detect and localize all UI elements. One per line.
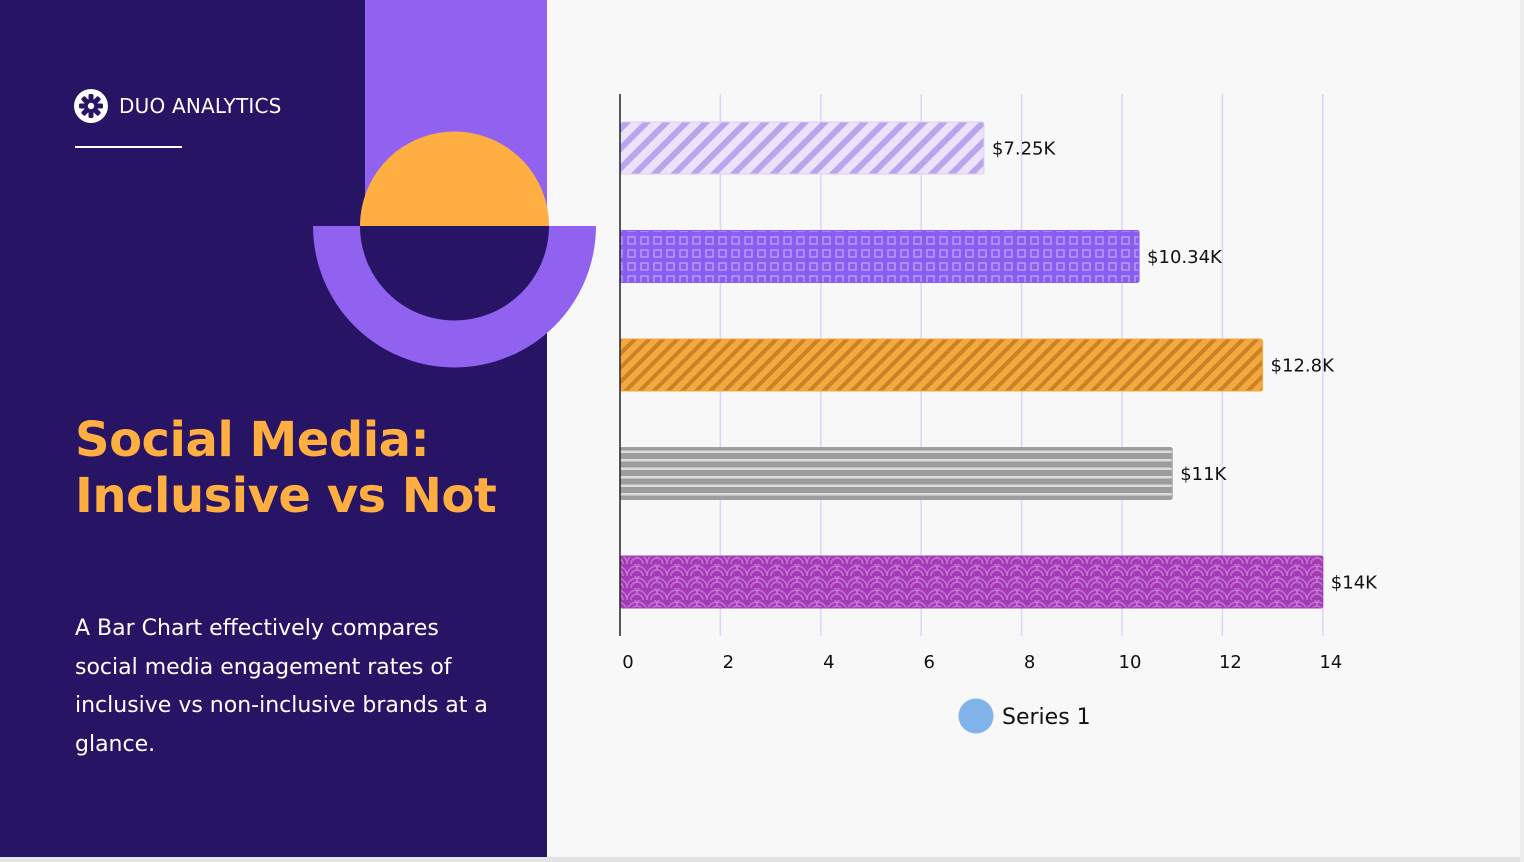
- bar-chart: $7.25K$10.34K$12.8K$11K$14K 0 2 4 6 8 10 12 14 …: [619, 94, 1378, 734]
- bar-1: [619, 121, 985, 175]
- bar-2: [619, 230, 1140, 283]
- bar-5: [619, 555, 1324, 609]
- x-tick-label-2: 2: [723, 652, 734, 673]
- brand-logo: DUO ANALYTICS: [73, 88, 282, 124]
- data-label-1: $7.25K: [992, 139, 1057, 160]
- bar-4: [619, 447, 1173, 500]
- x-tick-label-14: 14: [1319, 652, 1342, 673]
- page-title-line-2: Inclusive vs Not: [75, 468, 497, 524]
- data-label-2: $10.34K: [1147, 247, 1223, 268]
- data-label-4: $11K: [1180, 464, 1227, 485]
- page-title-line-1: Social Media:: [75, 412, 430, 468]
- left-panel: DUO ANALYTICS Social Media: Inclusive vs…: [0, 0, 596, 857]
- brand-name: DUO ANALYTICS: [119, 94, 282, 118]
- logo-divider: [75, 146, 182, 148]
- bottom-strip: [0, 857, 1524, 862]
- decorative-orange-half-circle: [360, 131, 549, 226]
- x-tick-label-4: 4: [823, 652, 834, 673]
- chart-description: A Bar Chart effectively compares social …: [75, 616, 488, 757]
- x-tick-label-12: 12: [1219, 652, 1242, 673]
- x-tick-label-6: 6: [923, 652, 934, 673]
- right-edge: [1520, 0, 1524, 862]
- legend-marker-series-1: [958, 698, 994, 734]
- x-tick-label-10: 10: [1119, 652, 1142, 673]
- data-label-3: $12.8K: [1271, 356, 1336, 377]
- decorative-dark-half-circle: [360, 226, 549, 321]
- gear-icon: [74, 89, 108, 123]
- decorative-circles: [313, 131, 596, 368]
- legend-label-series-1: Series 1: [1002, 705, 1091, 730]
- data-label-5: $14K: [1331, 573, 1378, 594]
- x-tick-label-8: 8: [1024, 652, 1035, 673]
- page-title: Social Media: Inclusive vs Not: [75, 412, 545, 524]
- x-tick-label-0: 0: [622, 652, 633, 673]
- bar-3: [619, 338, 1264, 392]
